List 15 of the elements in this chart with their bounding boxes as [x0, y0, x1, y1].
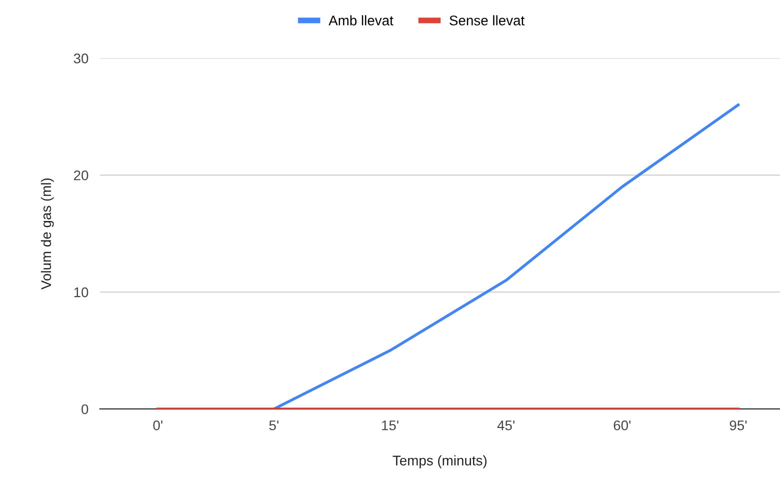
y-axis-title: Volum de gas (ml) — [40, 178, 54, 290]
x-tick-label: 5' — [269, 420, 278, 430]
x-tick-label: 60' — [614, 420, 630, 430]
x-axis-title: Temps (minuts) — [392, 455, 487, 468]
legend-label: Amb llevat — [328, 15, 394, 26]
line-series — [272, 104, 740, 409]
x-tick-label: 0' — [153, 420, 162, 430]
y-tick-label: 0 — [82, 404, 88, 414]
y-tick-label: 10 — [74, 287, 88, 298]
legend-label: Sense llevat — [450, 15, 525, 26]
x-tick-label: 45' — [497, 420, 514, 430]
x-tick-label: 95' — [730, 420, 747, 430]
y-tick-label: 30 — [74, 54, 88, 64]
x-tick-label: 15' — [382, 420, 398, 430]
y-tick-label: 20 — [74, 170, 88, 180]
